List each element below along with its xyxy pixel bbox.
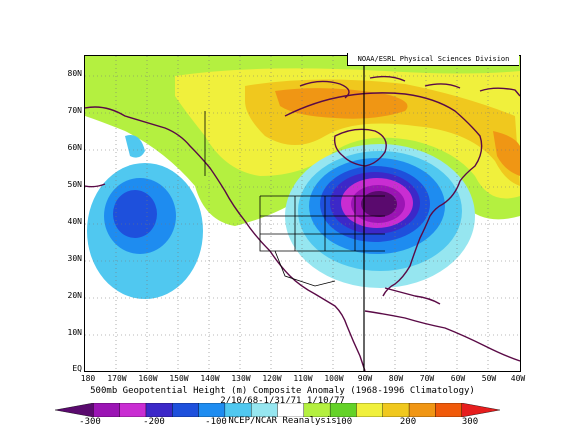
map-panel	[84, 55, 521, 372]
colorbar	[55, 403, 500, 417]
positive-anomaly-orange	[275, 88, 408, 119]
colorbar-segment	[461, 403, 500, 417]
colorbar-label-100: 100	[335, 417, 353, 427]
lon-label-60w: 60W	[450, 374, 466, 383]
colorbar-segment	[198, 403, 226, 417]
lon-label-50w: 50W	[481, 374, 497, 383]
lat-label-40n: 40N	[67, 217, 82, 226]
pacific-low-inner	[113, 190, 157, 238]
caption-source: NCEP/NCAR Reanalysis	[228, 416, 337, 426]
colorbar-segment	[356, 403, 384, 417]
lon-label-150w: 150W	[169, 374, 189, 383]
lon-label-130w: 130W	[231, 374, 251, 383]
lon-label-180: 180	[80, 374, 96, 383]
colorbar-segment	[224, 403, 252, 417]
lat-label-80n: 80N	[67, 69, 82, 78]
colorbar-segment	[303, 403, 331, 417]
colorbar-segment	[172, 403, 200, 417]
colorbar-segment	[55, 403, 94, 417]
lon-label-170w: 170W	[107, 374, 127, 383]
caption-dates: 2/10/68-1/31/71 1/10/77	[220, 396, 345, 406]
colorbar-segment	[382, 403, 410, 417]
lon-label-90w: 90W	[357, 374, 373, 383]
lon-label-40w: 40W	[510, 374, 526, 383]
lat-label-eq: EQ	[72, 364, 82, 373]
lat-label-30n: 30N	[67, 254, 82, 263]
east-low-core	[361, 191, 397, 217]
colorbar-segment	[435, 403, 463, 417]
lat-label-70n: 70N	[67, 106, 82, 115]
colorbar-segment	[329, 403, 358, 417]
colorbar-segment	[93, 403, 121, 417]
colorbar-label-200: 200	[399, 417, 417, 427]
colorbar-segment	[250, 403, 279, 417]
credit-label: NOAA/ESRL Physical Sciences Division	[347, 53, 519, 66]
lon-label-80w: 80W	[388, 374, 404, 383]
colorbar-label-300: 300	[461, 417, 479, 427]
colorbar-segment	[145, 403, 173, 417]
lat-label-10n: 10N	[67, 328, 82, 337]
caption-title: 500mb Geopotential Height (m) Composite …	[90, 386, 475, 396]
colorbar-segment	[277, 403, 305, 417]
colorbar-label-minus300: -300	[79, 417, 101, 427]
lat-label-20n: 20N	[67, 291, 82, 300]
coastlines	[85, 75, 520, 371]
positive-anomaly-orange-east	[493, 131, 520, 176]
lon-label-100w: 100W	[324, 374, 344, 383]
colorbar-label-minus100: -100	[205, 417, 227, 427]
lon-label-140w: 140W	[200, 374, 220, 383]
lon-label-160w: 160W	[138, 374, 158, 383]
colorbar-label-minus200: -200	[143, 417, 165, 427]
colorbar-segment	[408, 403, 437, 417]
lon-label-120w: 120W	[262, 374, 282, 383]
lat-label-50n: 50N	[67, 180, 82, 189]
lat-label-60n: 60N	[67, 143, 82, 152]
lon-label-110w: 110W	[293, 374, 313, 383]
anomaly-map	[85, 56, 520, 371]
pacific-low-tail	[125, 135, 145, 158]
colorbar-segment	[119, 403, 147, 417]
graticule	[85, 56, 520, 371]
lon-label-70w: 70W	[419, 374, 435, 383]
